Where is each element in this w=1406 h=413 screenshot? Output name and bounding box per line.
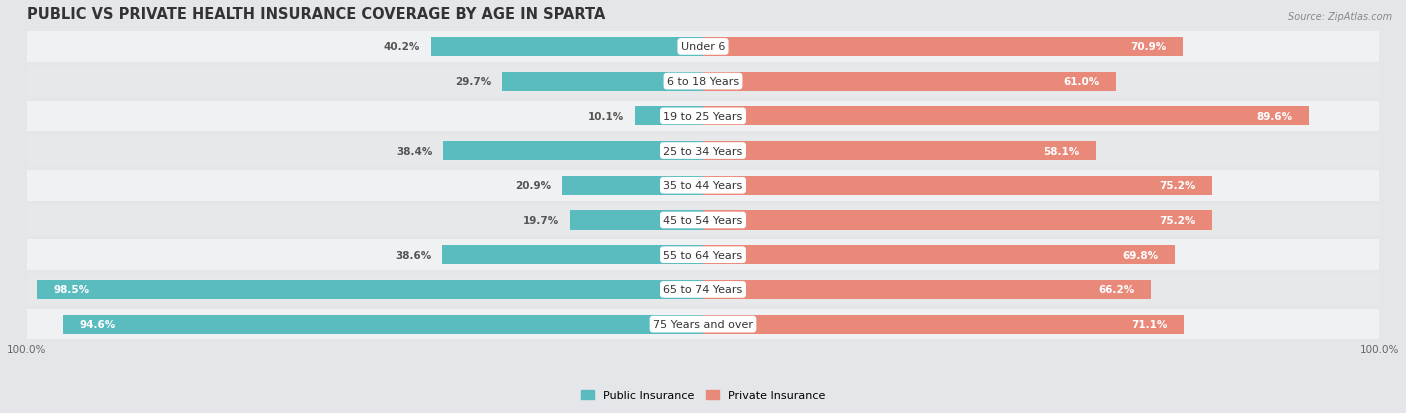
Bar [27,205,1379,236]
Text: 6 to 18 Years: 6 to 18 Years [666,77,740,87]
Text: 40.2%: 40.2% [384,42,420,52]
Text: PUBLIC VS PRIVATE HEALTH INSURANCE COVERAGE BY AGE IN SPARTA: PUBLIC VS PRIVATE HEALTH INSURANCE COVER… [27,7,605,22]
Bar [441,246,703,265]
Text: 69.8%: 69.8% [1123,250,1159,260]
Text: 98.5%: 98.5% [53,285,89,295]
Text: 55 to 64 Years: 55 to 64 Years [664,250,742,260]
Bar [703,38,1182,57]
Bar [27,101,1379,132]
Text: 19.7%: 19.7% [523,216,560,225]
Bar [703,142,1095,161]
Bar [27,309,1379,339]
Bar [27,171,1379,201]
Bar [703,280,1150,299]
Text: 71.1%: 71.1% [1132,319,1167,329]
Text: Under 6: Under 6 [681,42,725,52]
Text: 38.4%: 38.4% [396,146,433,156]
Bar [502,72,703,91]
Text: 10.1%: 10.1% [588,112,624,121]
Text: 20.9%: 20.9% [515,181,551,191]
Text: 89.6%: 89.6% [1257,112,1292,121]
Bar [27,309,1379,339]
Bar [27,275,1379,305]
Text: 29.7%: 29.7% [456,77,491,87]
Bar [27,32,1379,62]
Bar [27,136,1379,166]
Text: 75 Years and over: 75 Years and over [652,319,754,329]
Bar [27,32,1379,62]
Bar [703,315,1184,334]
Bar [443,142,703,161]
Bar [27,275,1379,305]
Bar [703,211,1212,230]
Text: 70.9%: 70.9% [1130,42,1167,52]
Bar [432,38,703,57]
Text: 45 to 54 Years: 45 to 54 Years [664,216,742,225]
Bar [27,205,1379,236]
Bar [27,171,1379,201]
Text: Source: ZipAtlas.com: Source: ZipAtlas.com [1288,12,1392,22]
Text: 35 to 44 Years: 35 to 44 Years [664,181,742,191]
Bar [634,107,703,126]
Bar [703,72,1115,91]
Text: 94.6%: 94.6% [79,319,115,329]
Bar [703,246,1175,265]
Text: 38.6%: 38.6% [395,250,432,260]
Bar [703,107,1309,126]
Text: 25 to 34 Years: 25 to 34 Years [664,146,742,156]
Bar [27,101,1379,132]
Legend: Public Insurance, Private Insurance: Public Insurance, Private Insurance [576,385,830,405]
Text: 75.2%: 75.2% [1159,181,1195,191]
Text: 19 to 25 Years: 19 to 25 Years [664,112,742,121]
Bar [703,176,1212,195]
Bar [63,315,703,334]
Bar [569,211,703,230]
Bar [27,66,1379,97]
Text: 66.2%: 66.2% [1098,285,1135,295]
Bar [561,176,703,195]
Text: 61.0%: 61.0% [1063,77,1099,87]
Bar [37,280,703,299]
Text: 75.2%: 75.2% [1159,216,1195,225]
Text: 65 to 74 Years: 65 to 74 Years [664,285,742,295]
Bar [27,66,1379,97]
Bar [27,240,1379,271]
Bar [27,136,1379,166]
Text: 58.1%: 58.1% [1043,146,1080,156]
Bar [27,240,1379,271]
